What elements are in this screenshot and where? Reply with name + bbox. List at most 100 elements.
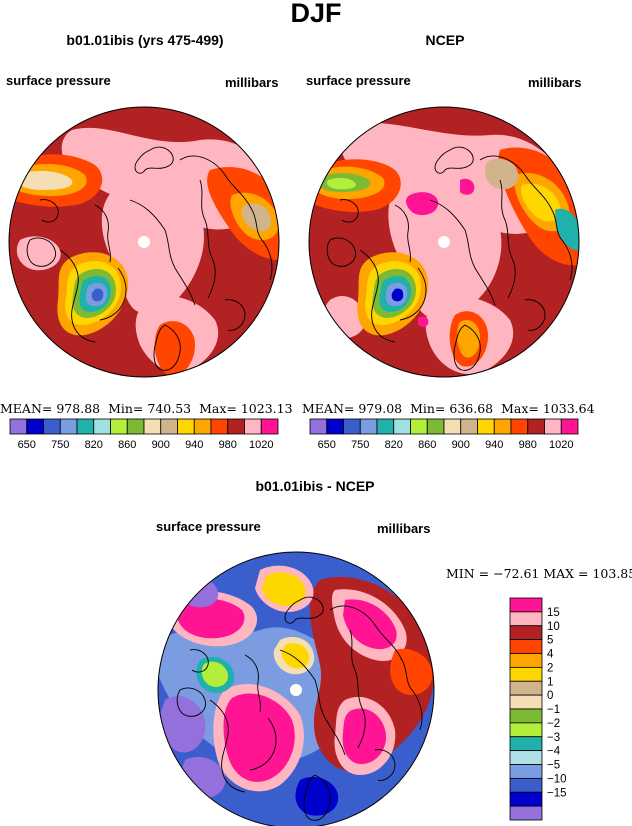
obs-colorbar-box — [527, 418, 545, 435]
model-low-core — [91, 288, 104, 302]
model-colorbar-box — [110, 418, 128, 435]
obs-coastlines — [326, 146, 573, 371]
obs-colorbar-box — [443, 418, 462, 435]
obs-colorbar-tick-label: 900 — [452, 439, 470, 451]
obs-colorbar-box — [410, 418, 428, 435]
model-coastlines — [26, 146, 273, 371]
model-pole-marker — [138, 236, 150, 248]
diff-colorbar-tick-label: −10 — [547, 773, 567, 785]
model-panel-variable-label: surface pressure — [6, 73, 111, 88]
diff-region-gold-north — [262, 572, 306, 606]
obs-stats: MEAN= 979.08 Min= 636.68 Max= 1033.64 — [302, 401, 595, 416]
diff-colorbar-tick-label: −15 — [547, 787, 567, 799]
model-colorbar: 650 750 820 860 900 940 980 1020 — [9, 418, 279, 451]
diff-colorbar-box — [509, 764, 543, 779]
obs-min-value: 636.68 — [449, 401, 494, 416]
obs-region-magenta-high — [406, 192, 439, 216]
diff-region-gold-center — [281, 643, 310, 669]
obs-panel-variable-label: surface pressure — [306, 73, 411, 88]
obs-colorbar-box — [393, 418, 411, 435]
obs-max-label: Max= — [501, 401, 539, 416]
obs-mean-value: 979.08 — [358, 401, 403, 416]
model-map — [8, 106, 280, 378]
obs-mean-label: MEAN= — [302, 401, 355, 416]
diff-colorbar-tick-label: −2 — [547, 718, 560, 730]
diff-map — [157, 551, 435, 826]
obs-colorbar-box — [560, 418, 579, 435]
diff-colorbar-box — [509, 777, 543, 793]
model-colorbar-box — [9, 418, 28, 435]
diff-region-lightgreen-center — [201, 661, 229, 687]
diff-colorbar-box — [509, 708, 543, 724]
model-mean-label: MEAN= — [0, 401, 53, 416]
diff-colorbar-tick-label: −3 — [547, 732, 560, 744]
obs-region-amber-south — [457, 319, 480, 358]
obs-colorbar-box — [426, 418, 445, 435]
obs-colorbar-tick-label: 940 — [485, 439, 503, 451]
diff-colorbar-tick-label: 15 — [547, 607, 560, 619]
model-colorbar-box — [193, 418, 212, 435]
model-min-value: 740.53 — [147, 401, 192, 416]
diff-region-magenta-east — [343, 599, 397, 650]
diff-colorbar-tick-label: −4 — [547, 746, 561, 758]
obs-colorbar-tick-label: 860 — [418, 439, 436, 451]
model-colorbar-box — [143, 418, 162, 435]
diff-coastlines — [176, 596, 423, 821]
obs-colorbar-box — [309, 418, 328, 435]
obs-colorbar-box — [376, 418, 395, 435]
model-panel-title: b01.01ibis (yrs 475-499) — [66, 32, 224, 48]
figure-title: DJF — [290, 0, 342, 28]
obs-colorbar-box — [326, 418, 344, 435]
obs-map-border — [308, 106, 580, 378]
obs-panel-title: NCEP — [425, 32, 465, 48]
diff-region-orange-east — [390, 648, 433, 695]
model-colorbar-tick-label: 820 — [85, 439, 103, 451]
obs-region-lightgreen-west — [326, 177, 356, 190]
diff-colorbar-box — [509, 611, 543, 627]
diff-colorbar-tick-label: 4 — [547, 649, 554, 661]
model-map-border — [8, 106, 280, 378]
obs-region-tan-northeast — [484, 158, 519, 190]
diff-colorbar-box — [509, 597, 543, 613]
model-region-wheat-west — [15, 170, 73, 190]
diff-colorbar-box — [509, 680, 543, 696]
obs-low-core — [391, 288, 404, 302]
obs-colorbar-box — [359, 418, 378, 435]
model-min-label: Min= — [108, 401, 144, 416]
diff-colorbar-box — [509, 750, 543, 765]
model-colorbar-box — [59, 418, 78, 435]
obs-colorbar-tick-label: 1020 — [549, 439, 573, 451]
obs-colorbar-box — [477, 418, 495, 435]
obs-colorbar-box — [510, 418, 529, 435]
obs-colorbar-tick-label: 820 — [385, 439, 403, 451]
obs-colorbar: 650 750 820 860 900 940 980 1020 — [309, 418, 579, 451]
model-colorbar-box — [43, 418, 61, 435]
model-colorbar-box — [177, 418, 195, 435]
obs-colorbar-box — [460, 418, 478, 435]
diff-colorbar-box — [509, 639, 543, 654]
obs-pole-marker — [438, 236, 450, 248]
model-colorbar-tick-label: 1020 — [249, 439, 273, 451]
diff-colorbar-tick-label: 1 — [547, 676, 553, 688]
model-region-orange-south — [154, 321, 195, 376]
diff-colorbar-tick-label: 10 — [547, 621, 560, 633]
diff-panel-title: b01.01ibis - NCEP — [255, 478, 375, 494]
diff-panel-variable-label: surface pressure — [156, 519, 261, 534]
diff-colorbar-box — [509, 805, 543, 821]
model-max-value: 1023.13 — [240, 401, 293, 416]
diff-region-magenta-northwest — [178, 598, 245, 639]
obs-map — [308, 106, 580, 378]
diff-panel-units-label: millibars — [377, 521, 431, 536]
model-panel-units-label: millibars — [225, 75, 279, 90]
model-colorbar-tick-label: 650 — [18, 439, 36, 451]
obs-colorbar-tick-label: 650 — [318, 439, 336, 451]
diff-region-purple-southwest — [160, 696, 206, 753]
model-colorbar-box — [76, 418, 95, 435]
obs-region-magenta-south — [418, 316, 429, 327]
diff-colorbar-tick-label: 2 — [547, 662, 553, 674]
model-colorbar-box — [26, 418, 44, 435]
diff-colorbar-tick-label: −5 — [547, 760, 560, 772]
obs-colorbar-box — [493, 418, 512, 435]
model-colorbar-box — [160, 418, 178, 435]
